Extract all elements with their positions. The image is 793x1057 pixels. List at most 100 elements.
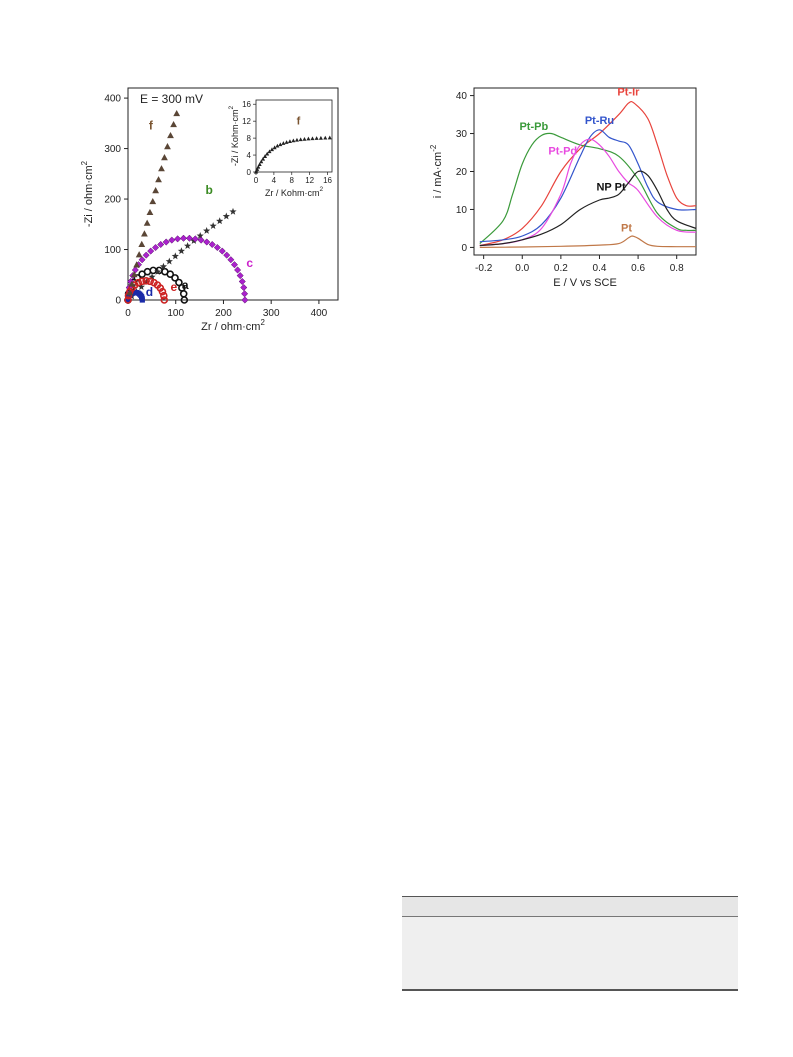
inset-y-tick-label: 16 xyxy=(242,100,251,109)
inset-x-axis-label-sup: 2 xyxy=(319,186,323,193)
data-point xyxy=(148,273,156,280)
data-point xyxy=(149,197,157,205)
data-point xyxy=(234,266,242,274)
inset-x-tick-label: 12 xyxy=(305,176,314,185)
series-line-pt-ir xyxy=(479,100,697,247)
series-label-pt-ir: Pt-Ir xyxy=(617,87,640,99)
data-point xyxy=(124,291,133,300)
data-point xyxy=(130,271,138,278)
inset-data-point xyxy=(254,168,259,173)
table-header-rule xyxy=(402,916,738,917)
data-point xyxy=(191,235,199,243)
data-point xyxy=(240,283,248,292)
data-point xyxy=(126,284,135,292)
x-tick-label: 0.8 xyxy=(670,263,684,274)
data-point xyxy=(143,278,151,286)
data-point xyxy=(229,207,237,215)
data-point xyxy=(218,247,226,255)
data-point xyxy=(156,284,165,292)
data-point xyxy=(132,287,140,295)
data-point xyxy=(138,240,146,247)
data-point xyxy=(128,291,134,297)
data-point xyxy=(151,243,160,252)
inset-data-point xyxy=(281,141,286,145)
data-point xyxy=(138,270,146,279)
data-point xyxy=(173,109,181,117)
data-point xyxy=(161,267,169,276)
data-point xyxy=(180,296,189,304)
y-tick-label: 0 xyxy=(461,243,467,254)
table-body xyxy=(402,917,738,989)
inset-series-label: f xyxy=(297,116,301,128)
x-tick-label: 0.6 xyxy=(631,263,645,274)
data-point xyxy=(135,251,143,258)
data-point xyxy=(149,266,158,275)
inset-data-point xyxy=(267,149,272,154)
inset-data-point xyxy=(298,137,303,142)
inset-data-point xyxy=(287,139,292,144)
y-tick-label: 10 xyxy=(456,205,468,216)
annotation-potential: E = 300 mV xyxy=(140,92,203,106)
y-tick-label: 30 xyxy=(456,129,468,140)
inset-x-axis-label-text: Zr / Kohm·cm xyxy=(265,188,320,198)
data-point xyxy=(216,217,224,225)
inset-data-point xyxy=(272,145,277,150)
data-point xyxy=(171,252,179,260)
inset-data-point xyxy=(256,164,261,169)
data-point xyxy=(124,296,132,304)
x-tick-label: -0.2 xyxy=(475,263,493,274)
plot-frame xyxy=(127,87,339,301)
inset-data-point xyxy=(306,136,311,141)
data-point xyxy=(161,154,168,161)
data-point xyxy=(128,284,136,292)
data-point xyxy=(132,289,138,296)
data-point xyxy=(128,292,136,300)
x-tick-label: 0 xyxy=(125,308,131,319)
inset-x-axis-label: Zr / Kohm·cm2 xyxy=(265,186,324,198)
inset-data-point xyxy=(257,162,262,167)
y-axis-label-sup: -2 xyxy=(429,145,438,152)
data-point xyxy=(152,187,160,194)
data-point xyxy=(125,297,131,303)
data-point xyxy=(185,234,193,242)
data-point xyxy=(138,292,144,298)
data-point xyxy=(147,247,155,255)
table-header-band xyxy=(402,897,738,916)
data-point xyxy=(170,120,177,128)
data-point xyxy=(139,297,145,303)
inset-y-axis-label-sup: 2 xyxy=(228,106,235,110)
data-point xyxy=(222,212,230,220)
data-point xyxy=(197,236,205,244)
data-point xyxy=(154,267,162,275)
inset-data-point xyxy=(278,142,283,147)
data-point xyxy=(179,290,188,298)
x-axis-label-sup: 2 xyxy=(260,318,264,327)
x-tick-label: 0.2 xyxy=(554,263,568,274)
data-point xyxy=(133,261,141,268)
inset-data-point xyxy=(269,147,274,152)
x-tick-label: 0.4 xyxy=(593,263,607,274)
data-point xyxy=(126,289,134,296)
y-tick-label: 0 xyxy=(115,296,121,307)
data-point xyxy=(203,238,211,246)
data-point xyxy=(128,280,136,287)
series-line-pt-pd xyxy=(479,138,697,247)
data-point xyxy=(146,208,154,216)
inset-data-point xyxy=(254,169,258,174)
series-line-pt-ru xyxy=(479,129,697,243)
data-point xyxy=(138,277,146,286)
data-point xyxy=(125,283,133,292)
data-point xyxy=(160,291,168,300)
data-point xyxy=(158,165,165,172)
inset-y-tick-label: 12 xyxy=(242,117,251,126)
x-tick-label: 200 xyxy=(215,308,232,319)
x-tick-label: 400 xyxy=(311,308,328,319)
x-tick-label: 100 xyxy=(167,308,184,319)
data-point xyxy=(153,281,162,289)
y-tick-label: 40 xyxy=(456,91,468,102)
data-point xyxy=(165,257,173,265)
data-point xyxy=(135,290,141,296)
data-point xyxy=(175,278,183,287)
x-axis-label-text: Zr / ohm·cm xyxy=(201,321,260,333)
data-point xyxy=(139,295,145,301)
